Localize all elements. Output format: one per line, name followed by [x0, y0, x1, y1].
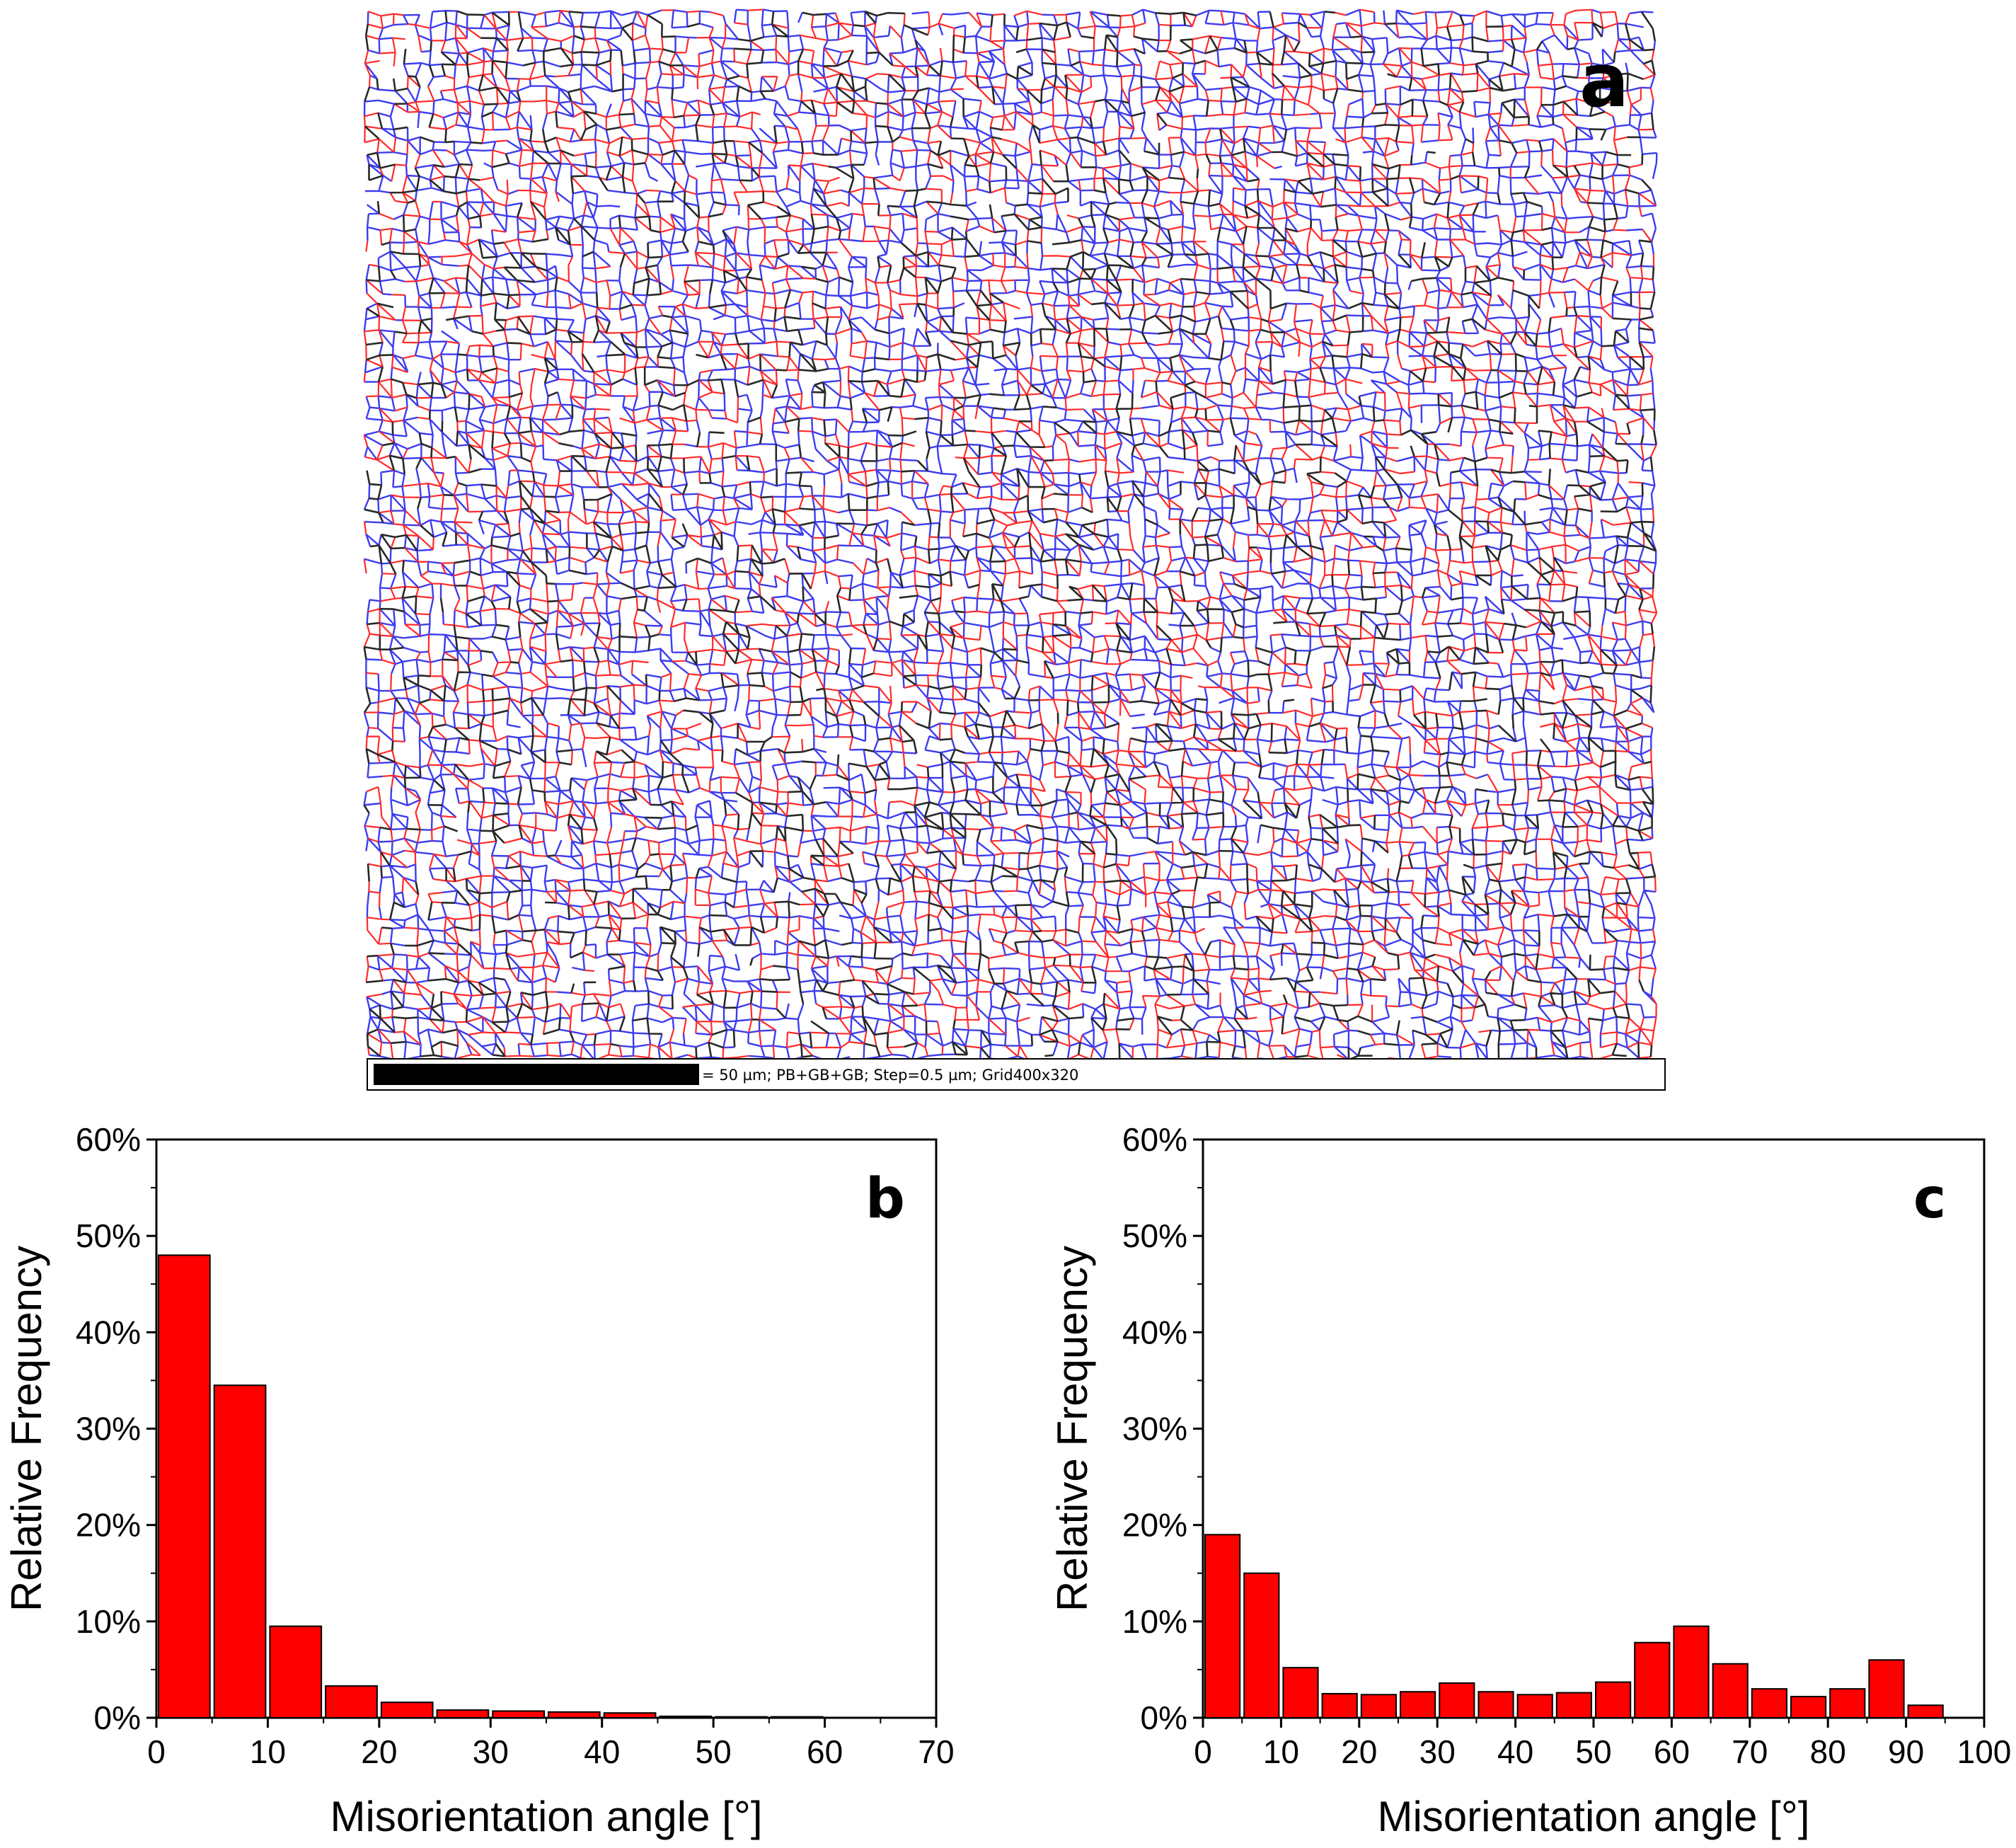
y-tick-label-c-1: 10%	[1122, 1603, 1187, 1640]
y-axis-label-b: Relative Frequency	[3, 1246, 50, 1612]
x-tick-label-c-2: 20	[1341, 1733, 1377, 1770]
bar-c-8	[1516, 1694, 1553, 1719]
bar-b-2	[269, 1625, 323, 1718]
bar-b-0	[158, 1254, 211, 1718]
y-tick-label-b-0: 0%	[94, 1699, 141, 1736]
x-tick-label-c-8: 80	[1810, 1733, 1846, 1770]
histogram-c: 0% 10% 20% 30% 40% 50% 60% 0 10 20 30 40 50 60 70 80 90 1…	[1049, 1121, 2011, 1840]
bar-c-6	[1439, 1682, 1475, 1718]
panel-letter-a: a	[1579, 38, 1629, 124]
x-axis-label-b: Misorientation angle [°]	[330, 1793, 763, 1840]
x-tick-label-b-3: 30	[473, 1733, 509, 1770]
y-tick-label-c-2: 20%	[1122, 1507, 1187, 1544]
boundary-red-lines	[363, 8, 1658, 1062]
grain-boundary-network	[363, 8, 1658, 1062]
x-tick-label-b-2: 20	[361, 1733, 397, 1770]
bar-c-15	[1790, 1696, 1827, 1718]
bar-c-12	[1673, 1625, 1710, 1718]
bar-c-9	[1555, 1692, 1593, 1719]
ebsd-map-panel: a = 50 µm; PB+GB+GB; Step=0.5 µm; Grid40…	[363, 8, 1666, 1091]
x-tick-label-b-1: 10	[250, 1733, 286, 1770]
x-tick-label-c-7: 70	[1732, 1733, 1768, 1770]
bar-c-17	[1868, 1659, 1905, 1719]
bar-b-3	[325, 1685, 378, 1718]
y-tick-label-c-4: 40%	[1122, 1314, 1187, 1350]
bar-c-1	[1243, 1572, 1280, 1718]
bar-c-3	[1321, 1692, 1358, 1718]
bar-c-14	[1751, 1688, 1788, 1718]
y-tick-label-b-6: 60%	[76, 1121, 141, 1158]
y-tick-label-b-2: 20%	[76, 1507, 141, 1544]
y-tick-label-b-5: 50%	[76, 1217, 141, 1254]
x-tick-label-c-3: 30	[1419, 1733, 1456, 1770]
x-tick-label-b-6: 60	[807, 1733, 843, 1770]
bar-c-18	[1907, 1704, 1944, 1719]
y-tick-label-c-0: 0%	[1141, 1699, 1187, 1736]
bar-c-10	[1595, 1681, 1632, 1719]
y-tick-label-b-1: 10%	[76, 1603, 141, 1640]
bar-b-5	[436, 1709, 490, 1719]
bar-c-7	[1478, 1691, 1514, 1719]
panel-letter-c: c	[1913, 1167, 1946, 1231]
y-tick-label-b-4: 40%	[76, 1314, 141, 1350]
x-tick-label-c-5: 50	[1575, 1733, 1611, 1770]
x-tick-label-c-10: 100	[1957, 1733, 2012, 1770]
y-tick-label-c-3: 30%	[1122, 1411, 1187, 1447]
x-tick-label-c-1: 10	[1263, 1733, 1299, 1770]
bar-b-1	[213, 1384, 267, 1718]
x-tick-label-b-5: 50	[696, 1733, 732, 1770]
y-tick-label-c-6: 60%	[1122, 1121, 1187, 1158]
panel-letter-b: b	[865, 1167, 905, 1231]
bar-c-13	[1712, 1663, 1749, 1718]
x-axis-label-c: Misorientation angle [°]	[1378, 1793, 1810, 1840]
bar-b-4	[380, 1701, 434, 1719]
scale-bar-label: = 50 µm; PB+GB+GB; Step=0.5 µm; Grid400x…	[702, 1067, 1078, 1084]
y-axis-label-c: Relative Frequency	[1049, 1246, 1096, 1612]
bar-c-5	[1400, 1691, 1436, 1719]
bar-b-6	[492, 1710, 545, 1718]
x-tick-label-b-0: 0	[147, 1733, 166, 1770]
boundary-black-lines	[363, 10, 1657, 1062]
y-tick-label-c-5: 50%	[1122, 1217, 1187, 1254]
bar-c-0	[1204, 1534, 1241, 1719]
x-tick-label-c-0: 0	[1194, 1733, 1212, 1770]
bar-b-11	[770, 1716, 824, 1719]
boundary-blue-lines	[363, 8, 1658, 1062]
plot-frame-c	[1202, 1138, 1986, 1719]
y-tick-label-b-3: 30%	[76, 1411, 141, 1447]
histogram-b: 0% 10% 20% 30% 40% 50% 60% 0 10 20 30 40 50 60 70 Misor…	[3, 1121, 955, 1840]
bar-b-8	[603, 1712, 657, 1718]
bar-c-11	[1634, 1641, 1671, 1719]
x-tick-label-c-4: 40	[1497, 1733, 1533, 1770]
scale-bar	[374, 1064, 699, 1085]
bar-c-4	[1360, 1694, 1398, 1719]
bar-b-10	[715, 1716, 768, 1719]
bar-c-2	[1282, 1667, 1319, 1719]
bar-b-9	[659, 1715, 713, 1719]
x-tick-label-c-6: 60	[1654, 1733, 1690, 1770]
x-tick-label-b-4: 40	[584, 1733, 620, 1770]
bar-c-16	[1829, 1688, 1866, 1718]
bar-b-7	[548, 1711, 601, 1719]
x-tick-label-b-7: 70	[918, 1733, 954, 1770]
x-tick-label-c-9: 90	[1888, 1733, 1924, 1770]
